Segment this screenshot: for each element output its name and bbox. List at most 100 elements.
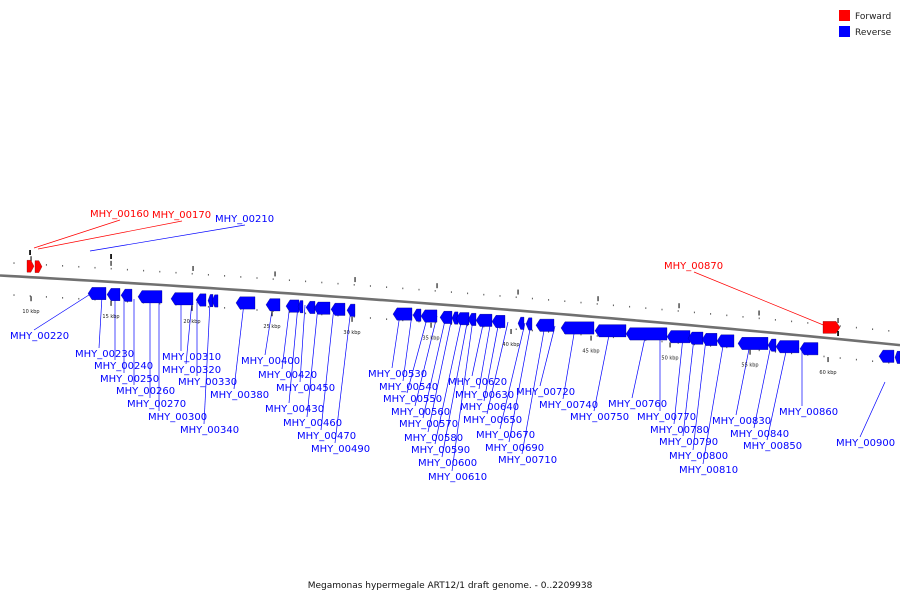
gene-label: MHY_00670 (476, 430, 535, 441)
tick-dot-upper (596, 303, 598, 305)
tick-label: 30 kbp (343, 330, 360, 336)
gene-labels: MHY_00160 MHY_00170 MHY_00210 MHY_00220 MHY_… (10, 209, 895, 483)
tick-dot-upper (191, 272, 193, 275)
tick-dot-upper (693, 311, 695, 314)
gene-label: MHY_00330 (178, 377, 237, 388)
gene-arrow-reverse (625, 327, 668, 341)
gene-label: MHY_00250 (100, 374, 159, 385)
gene-label: MHY_00430 (265, 404, 324, 415)
tick-dot-upper (175, 271, 177, 274)
tick-dot-upper (531, 297, 533, 300)
gene-label: MHY_00160 (90, 209, 149, 220)
gene-marker (837, 331, 839, 336)
gene-label: MHY_00460 (283, 418, 342, 429)
gene-arrow-reverse (420, 309, 438, 323)
gene-label: MHY_00650 (463, 415, 522, 426)
gene-label: MHY_00260 (116, 386, 175, 397)
tick-dot-lower (305, 312, 307, 315)
tick-dot-upper (774, 319, 776, 321)
gene-label: MHY_00580 (404, 433, 463, 444)
tick-major-lower (827, 357, 829, 363)
gene-arrow-reverse (170, 292, 194, 306)
tick-dot-upper (321, 281, 323, 284)
tick-major-lower (351, 316, 353, 322)
gene-leader-line (306, 305, 319, 418)
tick-major-lower (669, 342, 671, 348)
gene-arrow-reverse (313, 301, 331, 315)
gene-leader-line (281, 303, 291, 370)
gene-arrow-reverse (878, 349, 895, 363)
gene-label: MHY_00900 (836, 438, 895, 449)
tick-dot-lower (758, 349, 760, 352)
gene-label: MHY_00270 (127, 399, 186, 410)
gene-arrow-reverse (305, 301, 316, 314)
tick-dot-lower (62, 297, 64, 299)
gene-leader-line (702, 339, 725, 465)
tick-dot-lower (596, 335, 598, 337)
tick-dot-lower (580, 333, 582, 336)
gene-label: MHY_00240 (94, 361, 153, 372)
gene-leader-line (288, 304, 299, 404)
gene-arrow-reverse (525, 317, 533, 331)
gene-label: MHY_00560 (391, 407, 450, 418)
tick-dot-lower (726, 346, 728, 349)
tick-dot-upper (256, 277, 258, 279)
tick-major-upper (758, 310, 760, 316)
tick-major-upper (517, 289, 519, 295)
tick-dot-upper (434, 290, 436, 292)
tick-dot-upper (207, 273, 209, 276)
tick-dot-upper (353, 284, 355, 286)
tick-dot-upper (402, 287, 404, 290)
tick-dot-upper (661, 308, 663, 311)
gene-label: MHY_00850 (743, 441, 802, 452)
gene-label: MHY_00490 (311, 444, 370, 455)
gene-label: MHY_00810 (679, 465, 738, 476)
gene-leader-line (37, 220, 183, 250)
gene-label: MHY_00220 (10, 331, 69, 342)
gene-leader-line (682, 337, 695, 437)
gene-arrow-reverse (439, 311, 453, 324)
tick-major-upper (274, 271, 276, 277)
tick-dot-upper (839, 325, 841, 327)
tick-dot-lower (612, 336, 614, 339)
gene-label: MHY_00340 (180, 425, 239, 436)
tick-label: 50 kbp (661, 355, 678, 361)
tick-dot-lower (499, 327, 501, 329)
tick-dot-upper (612, 304, 614, 307)
tick-dot-lower (548, 331, 550, 333)
tick-dot-upper (78, 265, 80, 268)
gene-leader-line (631, 332, 647, 399)
gene-label: MHY_00780 (650, 425, 709, 436)
tick-major-lower (430, 322, 432, 328)
legend-label-forward: Forward (855, 12, 891, 22)
gene-arrow-reverse (211, 294, 219, 308)
tick-dot-upper (224, 275, 226, 277)
gene-label: MHY_00790 (659, 437, 718, 448)
gene-arrow-forward (822, 321, 841, 334)
tick-dot-upper (13, 262, 15, 264)
gene-arrow-reverse (451, 311, 459, 325)
gene-arrow-reverse (285, 299, 300, 313)
tick-label: 55 kbp (741, 363, 758, 369)
gene-leader-line (692, 338, 707, 451)
tick-labels: 10 kbp 15 kbp 20 kbp 25 kbp 30 kbp 35 kbp 40 k… (22, 309, 836, 376)
gene-label: MHY_00570 (399, 419, 458, 430)
tick-dot-upper (369, 285, 371, 287)
map-caption: Megamonas hypermegale ART12/1 draft geno… (308, 581, 593, 591)
tick-dot-lower (126, 300, 128, 303)
gene-leader-line (422, 315, 447, 419)
gene-label: MHY_00710 (498, 455, 557, 466)
gene-arrow-reverse (207, 294, 214, 307)
gene-arrow-reverse (346, 303, 356, 317)
gene-arrow-reverse (106, 288, 121, 301)
gene-label: MHY_00740 (539, 400, 598, 411)
gene-arrow-reverse (475, 314, 493, 327)
gene-arrow-reverse (701, 333, 718, 346)
gene-arrow-reverse (594, 324, 627, 338)
tick-dot-lower (434, 322, 436, 324)
gene-arrow-reverse (716, 334, 735, 348)
gene-arrow-reverse (535, 318, 555, 332)
tick-dot-upper (483, 293, 485, 296)
tick-dot-upper (791, 320, 793, 323)
